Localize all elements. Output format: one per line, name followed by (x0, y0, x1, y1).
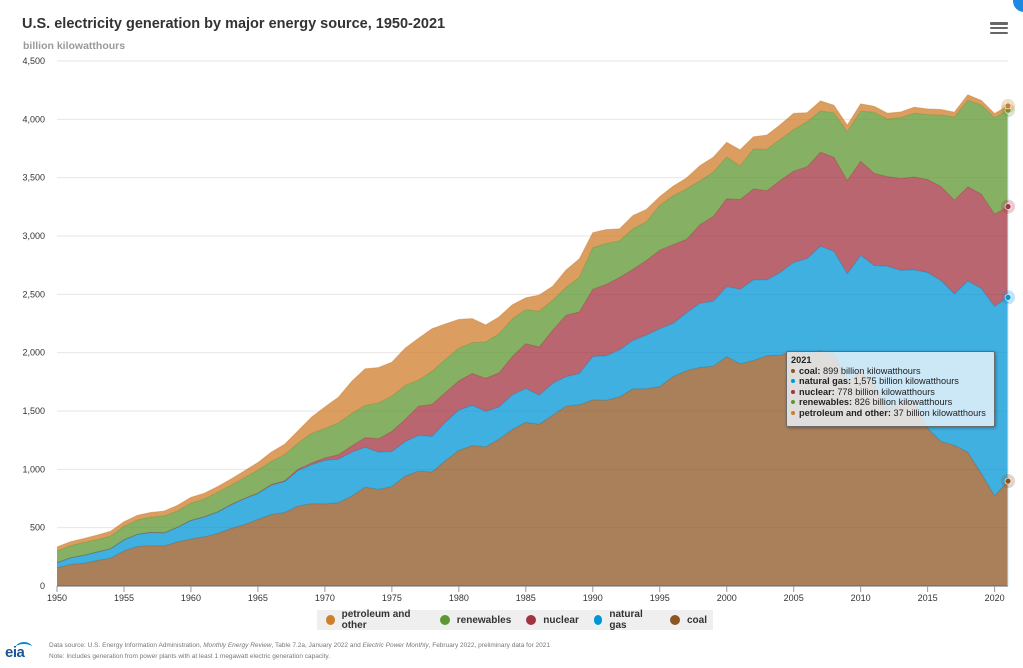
x-tick-label: 1950 (47, 593, 67, 603)
x-tick-label: 1980 (449, 593, 469, 603)
tooltip-label: renewables: (799, 397, 853, 408)
x-tick-label: 1995 (650, 593, 670, 603)
tooltip-row-nuclear: nuclear: 778 billion kilowatthours (791, 387, 994, 398)
source-prefix: Data source: U.S. Energy Information Adm… (49, 642, 204, 649)
tooltip-row-natural-gas: natural gas: 1,575 billion kilowatthours (791, 376, 994, 387)
chart-tooltip: 2021 coal: 899 billion kilowatthours nat… (786, 351, 995, 427)
tooltip-year: 2021 (791, 355, 812, 365)
x-tick-label: 2000 (717, 593, 737, 603)
x-tick-label: 1990 (583, 593, 603, 603)
x-tick-label: 2020 (985, 593, 1005, 603)
y-tick-label: 2,000 (22, 348, 45, 358)
marker-coal[interactable] (1004, 477, 1012, 485)
corner-badge-icon (1013, 0, 1023, 12)
footnote-text: Note: Includes generation from power pla… (49, 653, 330, 660)
legend-item-renewables[interactable]: renewables (439, 614, 512, 626)
legend-item-coal[interactable]: coal (669, 614, 707, 626)
legend-label: coal (686, 614, 707, 626)
y-axis: 0 500 1,000 1,500 2,000 2,500 3,000 3,500 4,000 4… (22, 56, 45, 591)
legend-label: natural gas (609, 609, 643, 631)
source-mid: , Table 7.2a, January 2022 and (271, 642, 363, 649)
x-tick-label: 1955 (114, 593, 134, 603)
y-tick-label: 1,500 (22, 406, 45, 416)
tooltip-row-petroleum: petroleum and other: 37 billion kilowatt… (791, 408, 994, 419)
x-tick-label: 1985 (516, 593, 536, 603)
nuclear-dot-icon (791, 389, 795, 394)
y-tick-label: 2,500 (22, 289, 45, 299)
area-coal[interactable] (57, 350, 1008, 586)
chart-menu-button[interactable] (988, 20, 1010, 38)
tooltip-row-coal: coal: 899 billion kilowatthours (791, 366, 994, 377)
tooltip-label: coal: (799, 365, 821, 376)
tooltip-row-renewables: renewables: 826 billion kilowatthours (791, 397, 994, 408)
area-nuclear[interactable] (57, 152, 1008, 563)
marker-petroleum-and-other[interactable] (1004, 102, 1012, 110)
x-axis: 1950 1955 1960 1965 1970 1975 1980 1985 1990 1995… (47, 585, 1008, 603)
hamburger-menu-icon (990, 22, 1008, 25)
y-tick-label: 0 (40, 581, 45, 591)
tooltip-label: natural gas: (799, 376, 852, 387)
eia-logo-swoosh-icon (16, 642, 32, 652)
renewables-legend-icon (439, 615, 450, 625)
y-tick-label: 3,000 (22, 231, 45, 241)
x-tick-label: 2010 (851, 593, 871, 603)
y-tick-label: 500 (30, 523, 45, 533)
source-publication: Electric Power Monthly (362, 642, 429, 649)
petroleum-legend-icon (326, 615, 335, 625)
hover-markers (1001, 98, 1015, 586)
hamburger-menu-icon-bar (990, 31, 1008, 35)
renewables-dot-icon (791, 400, 795, 405)
nuclear-legend-icon (526, 615, 537, 625)
area-renewables[interactable] (57, 100, 1008, 563)
petroleum-dot-icon (791, 411, 795, 416)
coal-legend-icon (669, 615, 680, 625)
source-publication: Monthly Energy Review (203, 642, 272, 649)
source-suffix: , February 2022, preliminary data for 20… (428, 642, 551, 649)
y-tick-label: 3,500 (22, 173, 45, 183)
coal-dot-icon (791, 368, 795, 373)
legend-item-nuclear[interactable]: nuclear (526, 615, 579, 626)
marker-natural-gas[interactable] (1004, 294, 1012, 301)
x-tick-label: 1960 (181, 593, 201, 603)
stacked-area-chart: 0 500 1,000 1,500 2,000 2,500 3,000 3,500 4,000 4… (22, 56, 1015, 603)
legend-label: renewables (456, 614, 512, 626)
area-series (56, 94, 1009, 586)
tooltip-value: 826 billion kilowatthours (854, 397, 953, 408)
tooltip-value: 37 billion kilowatthours (893, 407, 986, 418)
area-natural-gas[interactable] (57, 246, 1008, 568)
chart-footer: eia Data source: U.S. Energy Information… (0, 640, 1023, 668)
legend-item-petroleum[interactable]: petroleum and other (326, 609, 425, 631)
natural-gas-dot-icon (791, 379, 795, 384)
tooltip-label: nuclear: (799, 386, 835, 397)
area-line-petroleum-and-other (56, 94, 1009, 548)
chart-title: U.S. electricity generation by major ene… (22, 16, 446, 32)
y-tick-label: 1,000 (22, 464, 45, 474)
legend-label: nuclear (543, 614, 579, 626)
tooltip-label: petroleum and other: (799, 407, 891, 418)
x-tick-label: 2015 (918, 593, 938, 603)
x-tick-label: 1975 (382, 593, 402, 603)
x-tick-label: 1965 (248, 593, 268, 603)
tooltip-value: 899 billion kilowatthours (823, 365, 921, 376)
marker-nuclear[interactable] (1004, 203, 1012, 210)
y-tick-label: 4,500 (22, 56, 45, 66)
legend-item-natural-gas[interactable]: natural gas (593, 609, 655, 631)
legend-label: petroleum and other (341, 609, 411, 631)
eia-logo: eia (5, 644, 25, 661)
tooltip-value: 778 billion kilowatthours (837, 386, 935, 397)
x-tick-label: 2005 (784, 593, 804, 603)
natural-gas-legend-icon (593, 615, 603, 625)
y-tick-label: 4,000 (22, 114, 45, 124)
area-petroleum-and-other[interactable] (57, 94, 1008, 552)
tooltip-value: 1,575 billion kilowatthours (853, 376, 959, 387)
unit-label: billion kilowatthours (23, 40, 126, 52)
data-source-text: Data source: U.S. Energy Information Adm… (49, 642, 550, 649)
hamburger-menu-icon-bar (990, 26, 1008, 30)
chart-legend: petroleum and other renewables nuclear n… (317, 609, 713, 631)
x-tick-label: 1970 (315, 593, 335, 603)
